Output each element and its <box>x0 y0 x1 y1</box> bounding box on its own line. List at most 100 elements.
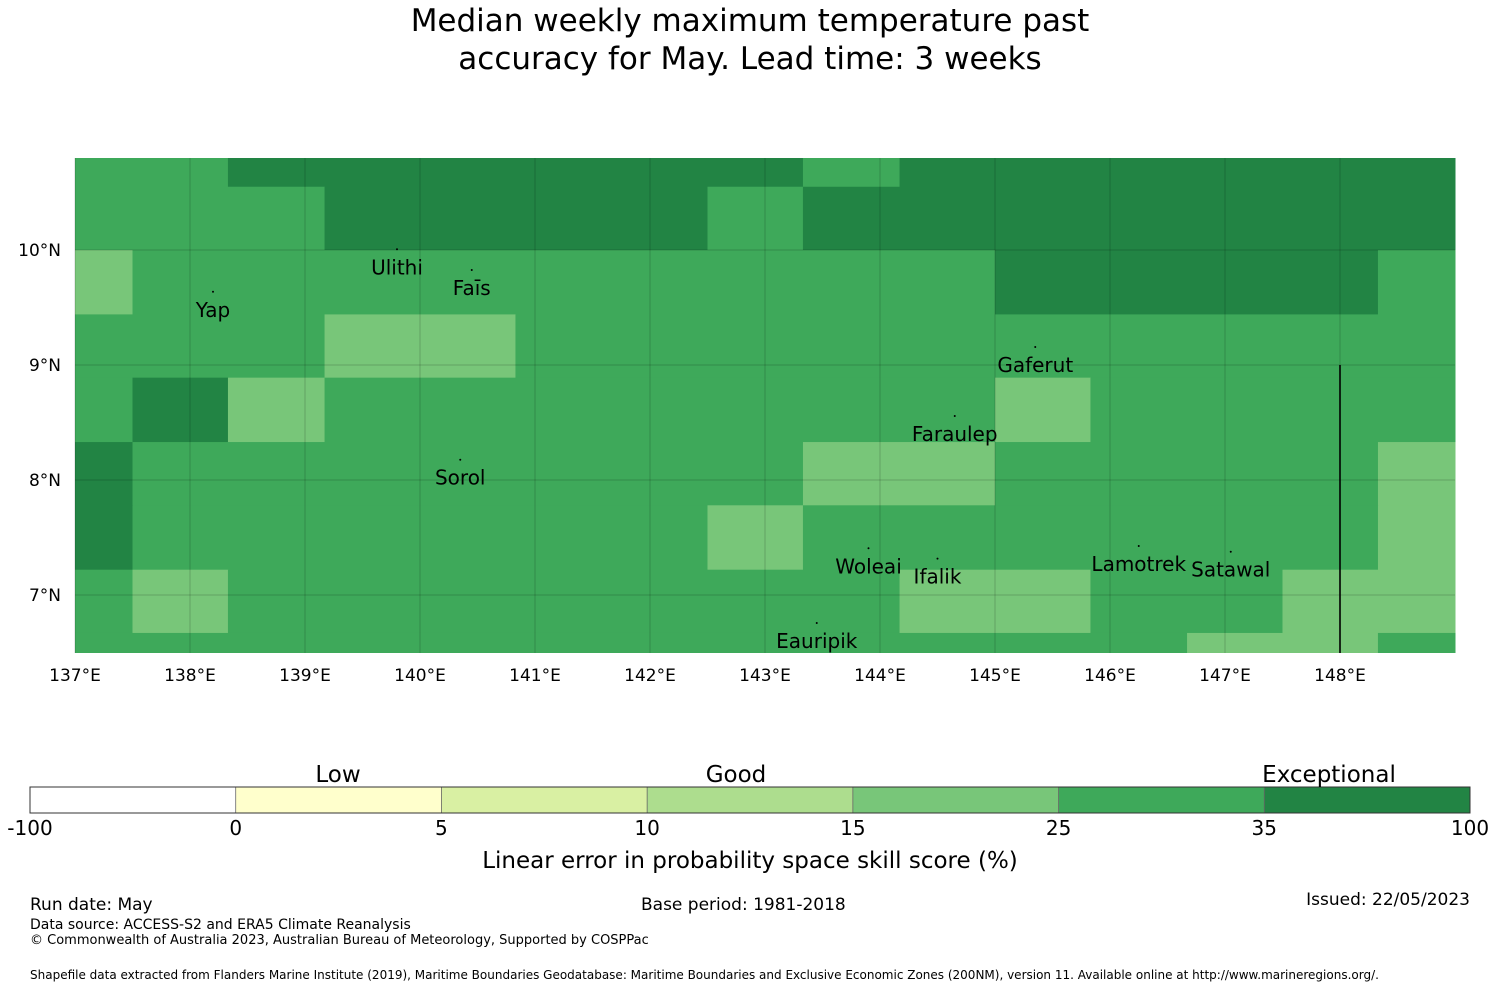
skill-cell <box>132 505 708 571</box>
place-label: Faraulep <box>912 422 998 446</box>
island-marker <box>953 415 956 417</box>
lat-tick-label: 8°N <box>29 471 61 491</box>
colorbar-bin <box>1264 787 1471 813</box>
skill-cell <box>995 377 1091 443</box>
colorbar-tick-label: 0 <box>229 816 242 840</box>
skill-cell <box>75 158 229 188</box>
place-label: Ulithi <box>371 255 423 279</box>
category-good: Good <box>706 762 767 788</box>
skill-cell <box>1377 250 1456 315</box>
place-label: Woleai <box>835 554 902 578</box>
place-label: Gaferut <box>997 353 1073 377</box>
skill-cell <box>75 314 326 379</box>
skill-cell <box>995 250 1379 315</box>
colorbar-bin <box>441 787 648 813</box>
lat-tick-label: 7°N <box>29 586 61 606</box>
island-marker <box>1034 346 1037 348</box>
shapefile-credit: Shapefile data extracted from Flanders M… <box>30 968 1379 982</box>
lon-tick-label: 148°E <box>1314 666 1366 686</box>
colorbar-tick-label: 15 <box>840 816 865 840</box>
category-low: Low <box>315 762 360 788</box>
skill-cell <box>1377 505 1456 571</box>
longitude-ticks: 137°E 138°E 139°E 140°E 141°E 142°E 143°E 144°E… <box>49 666 1366 686</box>
copyright: © Commonwealth of Australia 2023, Austra… <box>30 933 649 948</box>
lon-tick-label: 144°E <box>854 666 906 686</box>
island-marker <box>470 268 473 271</box>
skill-cell <box>227 569 901 634</box>
colorbar-tick-label: -100 <box>7 816 52 840</box>
colorbar-bin <box>1058 787 1265 813</box>
place-label: Lamotrek <box>1091 552 1186 576</box>
colorbar-bin <box>30 787 237 813</box>
lon-tick-label: 142°E <box>624 666 676 686</box>
lon-tick-label: 140°E <box>394 666 446 686</box>
skill-cell <box>75 186 326 251</box>
issued-date: Issued: 22/05/2023 <box>1306 890 1470 910</box>
skill-cell <box>707 505 804 571</box>
skill-cell <box>132 569 229 634</box>
title-line-2: accuracy for May. Lead time: 3 weeks <box>458 41 1042 77</box>
lon-tick-label: 146°E <box>1084 666 1136 686</box>
base-period: Base period: 1981-2018 <box>641 895 846 915</box>
skill-cell <box>75 250 133 315</box>
place-label: Yap <box>195 298 230 322</box>
place-label: Eauripik <box>776 629 858 653</box>
skill-cell <box>75 442 133 506</box>
skill-cell <box>899 569 1091 634</box>
chart-title: Median weekly maximum temperature past a… <box>0 2 1500 78</box>
island-marker <box>815 622 818 624</box>
place-label: Ifalik <box>914 565 962 589</box>
skill-cell <box>132 250 996 315</box>
place-label: Sorol <box>435 466 486 490</box>
skill-cell <box>802 186 1456 251</box>
skill-cell <box>899 158 1456 188</box>
skill-cell <box>324 377 996 443</box>
colorbar-tick-label: 5 <box>435 816 448 840</box>
lon-tick-label: 138°E <box>164 666 216 686</box>
category-exceptional: Exceptional <box>1262 762 1396 788</box>
skill-cell <box>75 632 1188 653</box>
colorbar-ticks: -100 0 5 10 15 25 35 100 <box>7 816 1489 840</box>
colorbar-label: Linear error in probability space skill … <box>482 848 1018 874</box>
skill-cell <box>1282 569 1456 634</box>
island-marker <box>459 458 462 461</box>
skill-cell <box>802 158 901 188</box>
lon-tick-label: 143°E <box>739 666 791 686</box>
skill-cell <box>1377 442 1456 506</box>
lon-tick-label: 145°E <box>969 666 1021 686</box>
island-marker <box>936 557 939 560</box>
colorbar-bins <box>30 787 1471 813</box>
skill-cell <box>995 442 1379 506</box>
run-date: Run date: May <box>30 895 153 915</box>
colorbar-tick-label: 10 <box>634 816 659 840</box>
island-marker <box>1229 550 1232 553</box>
colorbar-bin <box>235 787 442 813</box>
skill-cell <box>1090 569 1283 634</box>
island-marker <box>867 547 870 550</box>
data-source: Data source: ACCESS-S2 and ERA5 Climate … <box>30 917 411 933</box>
place-label: Faīs <box>453 276 491 300</box>
island-marker <box>212 290 214 293</box>
skill-cell <box>1377 632 1456 653</box>
lon-tick-label: 137°E <box>49 666 101 686</box>
place-labels: Ulithi Faīs Yap Gaferut Faraulep Sorol Woleai I… <box>195 248 1270 653</box>
colorbar-frame <box>29 786 1471 814</box>
skill-cell <box>132 442 804 506</box>
skill-cell <box>324 186 708 251</box>
skill-cell <box>1090 377 1456 443</box>
colorbar-bin <box>647 787 854 813</box>
skill-cell <box>75 505 133 571</box>
skill-cell <box>707 186 804 251</box>
skill-cell <box>227 377 326 443</box>
skill-grid <box>75 158 1456 653</box>
skill-cell <box>75 377 133 443</box>
lat-tick-label: 10°N <box>18 241 61 261</box>
skill-cell <box>802 505 1379 571</box>
skill-cell <box>132 377 229 443</box>
skill-cell <box>324 314 516 379</box>
island-marker <box>1137 544 1140 547</box>
island-marker <box>396 248 398 251</box>
lon-tick-label: 147°E <box>1199 666 1251 686</box>
colorbar-tick-label: 35 <box>1252 816 1277 840</box>
